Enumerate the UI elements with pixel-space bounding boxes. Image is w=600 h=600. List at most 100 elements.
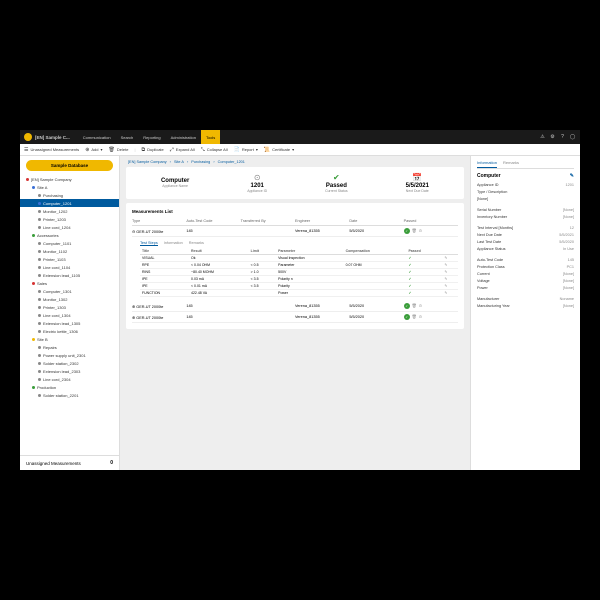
measurements-title: Measurements List [132,209,458,214]
tree-item[interactable]: Line cord_1104 [20,263,119,271]
info-row: Inventory Number[None] [477,213,574,220]
info-row: Appliance StatusIn Use [477,245,574,252]
logo-icon [24,133,32,141]
app-window: [EN] Sample C... CommunicationSearchRepo… [20,130,580,470]
measurement-row[interactable]: ⊕ GER-UT 2000te145Verena_813555/5/2020✓🗑… [132,312,458,323]
info-row: ManufacturerNoname [477,295,574,302]
company-title: [EN] Sample C... [35,135,70,140]
test-step-row: IPE< 0.01 mA< 3.5Polarity✓✎ [140,283,458,290]
tree-item[interactable]: Line cord_2304 [20,375,119,383]
tree-item[interactable]: Purchasing [20,191,119,199]
info-row: Manufacturing Year[None] [477,302,574,309]
unassigned-button[interactable]: ☰Unassigned Measurements [24,147,79,153]
info-row: Protection ClassPC1 [477,263,574,270]
info-row: Last Test Date5/5/2020 [477,238,574,245]
report-button[interactable]: 📄Report ▾ [234,147,258,153]
trash-icon: 🗑 [109,147,115,153]
expand-icon: ⤢ [170,147,174,153]
tree-item[interactable]: Computer_1201 [20,199,119,207]
unassigned-count: 0 [110,460,113,466]
tree-item[interactable]: Printer_1303 [20,303,119,311]
tree-item[interactable]: Electric kettle_1306 [20,327,119,335]
measurement-row[interactable]: ⊖ GER-UT 2000te145Verena_813555/5/2020✓🗑… [132,226,458,237]
nav-administration[interactable]: Administration [166,130,201,144]
unassigned-label: Unassigned Measurements [26,461,81,466]
info-row: Test Interval [Months]12 [477,224,574,231]
info-row: [None] [477,195,574,202]
sample-db-button[interactable]: Sample Database [26,160,113,171]
test-step-row: RINS~80.40 MOHM> 1.0500V✓✎ [140,269,458,276]
tree-item[interactable]: Printer_1203 [20,215,119,223]
delete-button[interactable]: 🗑Delete [109,147,129,153]
top-bar: [EN] Sample C... CommunicationSearchRepo… [20,130,580,144]
id-icon: ⊙ [247,173,267,182]
tree-item[interactable]: Monitor_1202 [20,207,119,215]
tab-information[interactable]: Information [477,160,497,168]
tree-item[interactable]: Site B [20,335,119,343]
cert-icon: 📜 [264,147,270,153]
tree-item[interactable]: Solder station_2201 [20,391,119,399]
nav-tools[interactable]: Tools [201,130,220,144]
tree-item[interactable]: Power supply unit_2301 [20,351,119,359]
info-row: Next Due Date5/5/2021 [477,231,574,238]
breadcrumb[interactable]: [EN] Sample Company › Site A › Purchasin… [126,160,464,164]
tree-item[interactable]: Line cord_1204 [20,223,119,231]
warning-icon[interactable]: ⚠ [539,134,546,141]
tree-item[interactable]: Computer_1301 [20,287,119,295]
info-title: Computer [477,173,501,179]
test-step-row: RPE< 0.04 OHM< 0.5Parameter0.07 OHM✓✎ [140,262,458,269]
help-icon[interactable]: ? [559,134,566,141]
summary-card: Computer Appliance Name ⊙ 1201 Appliance… [126,167,464,199]
info-tabs: Information Remarks [477,160,574,169]
tree-item[interactable]: Line cord_1304 [20,311,119,319]
tree-item[interactable]: Monitor_1302 [20,295,119,303]
measurement-row[interactable]: ⊕ GER-UT 2000te145Verena_813555/5/2020✓🗑… [132,301,458,312]
gear-icon[interactable]: ⚙ [549,134,556,141]
tab-remarks[interactable]: Remarks [503,160,519,168]
center-panel: [EN] Sample Company › Site A › Purchasin… [120,156,470,470]
nav-reporting[interactable]: Reporting [138,130,165,144]
tree-item[interactable]: Monitor_1102 [20,247,119,255]
tree-item[interactable]: Extension lead_1305 [20,319,119,327]
test-step-row: FUNCTION422.48 VAPower✓✎ [140,290,458,297]
info-row: Auto-Test Code145 [477,256,574,263]
info-panel: Information Remarks Computer ✎ Appliance… [470,156,580,470]
report-icon: 📄 [234,147,240,153]
duplicate-button[interactable]: ⧉Duplicate [142,147,164,153]
test-step-row: IPE0.03 mA< 3.5Polarity n✓✎ [140,276,458,283]
status-icon: ✔ [325,173,348,182]
expand-button[interactable]: ⤢Expand All [170,147,195,153]
tree-item[interactable]: Extension lead_2303 [20,367,119,375]
info-row: Serial Number[None] [477,206,574,213]
info-row: Current[None] [477,270,574,277]
toolbar: ☰Unassigned Measurements ⊕Add ▾ 🗑Delete … [20,144,580,156]
list-icon: ☰ [24,147,28,153]
tree-item[interactable]: Repairs [20,343,119,351]
nav-communication[interactable]: Communication [78,130,116,144]
unassigned-footer[interactable]: Unassigned Measurements 0 [20,455,119,470]
tree-item[interactable]: Solder station_2302 [20,359,119,367]
copy-icon: ⧉ [142,147,146,153]
add-button[interactable]: ⊕Add ▾ [85,147,102,153]
collapse-icon: ⤡ [201,147,205,153]
tree-item[interactable]: Sales [20,279,119,287]
info-row: Type / Description [477,188,574,195]
info-row: Appliance ID1201 [477,181,574,188]
user-icon[interactable]: ◯ [569,134,576,141]
tree-item[interactable]: [EN] Sample Company [20,175,119,183]
tree-item[interactable]: Printer_1103 [20,255,119,263]
info-row: Voltage[None] [477,277,574,284]
certificate-button[interactable]: 📜Certificate ▾ [264,147,294,153]
tree-item[interactable]: Production [20,383,119,391]
plus-icon: ⊕ [85,147,89,153]
calendar-icon: 📅 [406,173,429,182]
nav-search[interactable]: Search [116,130,139,144]
tree-item[interactable]: Site A [20,183,119,191]
tree-item[interactable]: Accessories [20,231,119,239]
edit-icon[interactable]: ✎ [570,173,574,179]
measurements-card: Measurements List TypeAuto-Test CodeTran… [126,203,464,329]
info-row: Power[None] [477,284,574,291]
tree-item[interactable]: Extension lead_1105 [20,271,119,279]
collapse-button[interactable]: ⤡Collapse All [201,147,228,153]
tree-item[interactable]: Computer_1101 [20,239,119,247]
